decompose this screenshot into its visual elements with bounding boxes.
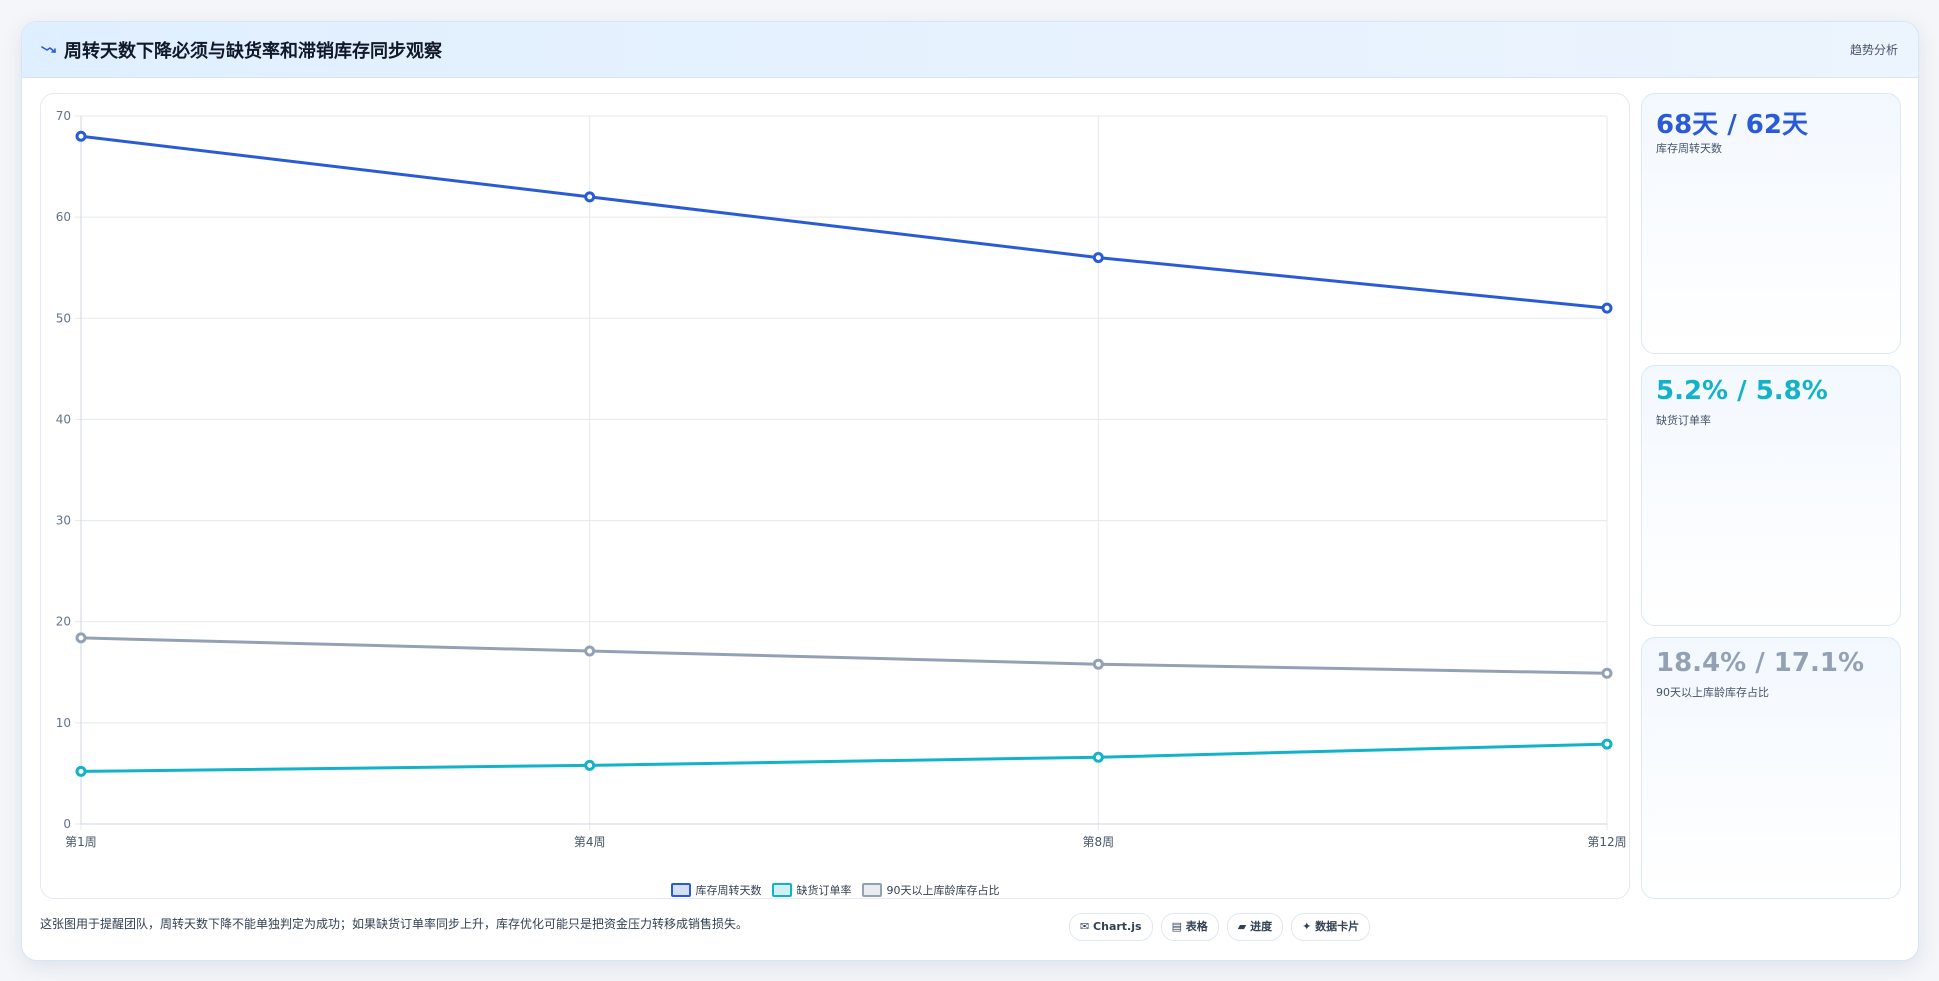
data-point <box>1092 751 1104 763</box>
legend-item[interactable]: 缺货订单率 <box>771 882 852 898</box>
y-tick-label: 20 <box>56 615 71 629</box>
data-point <box>75 632 87 644</box>
x-tick-label: 第4周 <box>574 835 606 849</box>
chart-area: 0 10 20 30 40 50 60 70 第1周 第4周 第8周 第12周 库存周转天数 缺货订单率… <box>40 93 1630 899</box>
panel-header: 周转天数下降必须与缺货率和滞销库存同步观察 趋势分析 <box>22 22 1918 78</box>
series-line <box>79 636 1609 675</box>
data-point <box>1092 658 1104 670</box>
legend-label: 库存周转天数 <box>695 884 762 897</box>
series-line <box>79 742 1609 773</box>
legend-swatch <box>771 883 792 897</box>
data-point <box>75 130 87 142</box>
legend-swatch <box>861 883 882 897</box>
stat-card-turnover: 68天 / 62天 库存周转天数 <box>1641 93 1901 354</box>
chart-legend: 库存周转天数 缺货订单率 90天以上库龄库存占比 <box>41 882 1629 898</box>
data-card-pill[interactable]: ✦ 数据卡片 <box>1291 913 1371 941</box>
stat-label-aged-stock: 90天以上库龄库存占比 <box>1656 686 1769 699</box>
chart-panel: 周转天数下降必须与缺货率和滞销库存同步观察 趋势分析 0 10 20 30 40 50 60… <box>21 21 1919 961</box>
legend-label: 90天以上库龄库存占比 <box>886 884 1000 897</box>
chartjs-pill[interactable]: ✉ Chart.js <box>1069 913 1153 941</box>
data-point <box>1601 738 1613 750</box>
progress-pill[interactable]: ▰ 进度 <box>1226 913 1284 941</box>
table-pill[interactable]: ▤ 表格 <box>1160 913 1219 941</box>
data-point <box>584 191 596 203</box>
y-tick-label: 30 <box>56 514 71 528</box>
view-switcher: ✉ Chart.js ▤ 表格 ▰ 进度 ✦ 数据卡片 <box>1069 913 1371 941</box>
header-tag: 趋势分析 <box>1849 43 1898 57</box>
footnote: 这张图用于提醒团队，周转天数下降不能单独判定为成功；如果缺货订单率同步上升，库存… <box>40 917 749 931</box>
line-chart: 0 10 20 30 40 50 60 70 第1周 第4周 第8周 第12周 <box>56 109 1627 849</box>
series-line <box>79 134 1609 310</box>
trend-down-icon <box>41 46 56 53</box>
y-tick-label: 10 <box>56 716 71 730</box>
data-point <box>1092 252 1104 264</box>
y-tick-label: 0 <box>63 817 71 831</box>
data-point <box>1601 667 1613 679</box>
stat-card-aged-stock: 18.4% / 17.1% 90天以上库龄库存占比 <box>1641 637 1901 899</box>
y-tick-label: 60 <box>56 210 71 224</box>
panel-title: 周转天数下降必须与缺货率和滞销库存同步观察 <box>64 41 442 62</box>
legend-item[interactable]: 库存周转天数 <box>670 882 762 898</box>
legend-label: 缺货订单率 <box>796 884 852 897</box>
data-point <box>584 759 596 771</box>
stat-value-turnover: 68天 / 62天 <box>1656 110 1808 140</box>
x-tick-label: 第12周 <box>1587 835 1626 849</box>
stat-card-stockout: 5.2% / 5.8% 缺货订单率 <box>1641 365 1901 626</box>
stat-value-stockout: 5.2% / 5.8% <box>1656 376 1828 406</box>
y-tick-label: 70 <box>56 109 71 123</box>
data-point <box>584 645 596 657</box>
legend-swatch <box>670 883 691 897</box>
x-tick-label: 第8周 <box>1083 835 1115 849</box>
y-tick-label: 40 <box>56 412 71 426</box>
y-tick-label: 50 <box>56 311 71 325</box>
stat-label-turnover: 库存周转天数 <box>1656 142 1722 155</box>
legend-item[interactable]: 90天以上库龄库存占比 <box>861 882 1000 898</box>
data-point <box>1601 302 1613 314</box>
data-point <box>75 765 87 777</box>
x-tick-label: 第1周 <box>65 835 97 849</box>
stat-value-aged-stock: 18.4% / 17.1% <box>1656 648 1864 678</box>
stat-label-stockout: 缺货订单率 <box>1656 414 1711 427</box>
